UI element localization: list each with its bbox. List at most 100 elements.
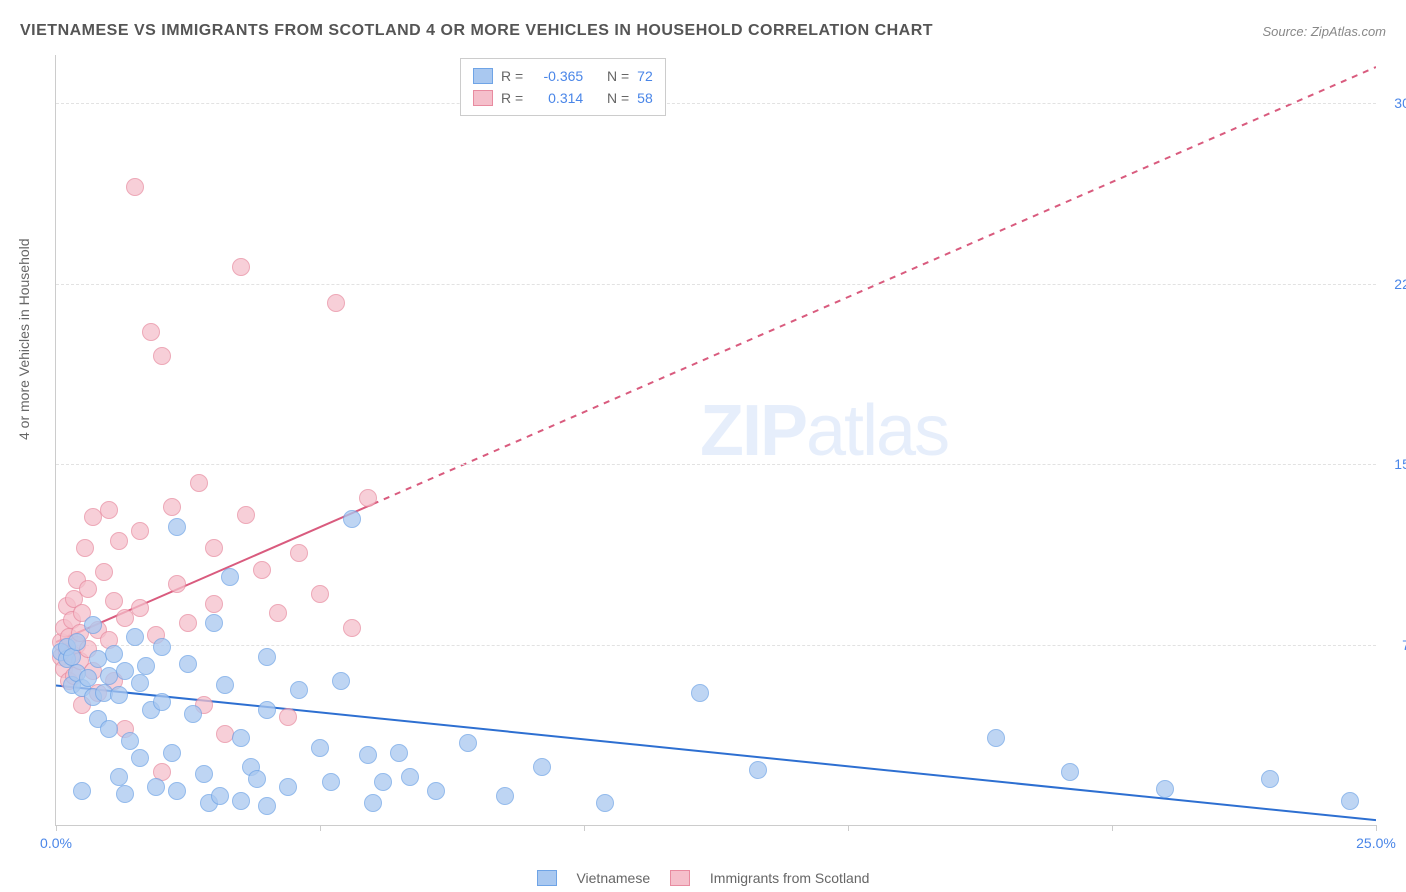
data-point-blue (232, 729, 250, 747)
data-point-pink (190, 474, 208, 492)
r-value-pink: 0.314 (531, 87, 583, 109)
n-label: N = (607, 65, 629, 87)
data-point-blue (1061, 763, 1079, 781)
legend-row-pink: R = 0.314 N = 58 (473, 87, 653, 109)
y-tick-label: 7.5% (1384, 637, 1406, 653)
x-tick-mark (848, 825, 849, 831)
data-point-blue (216, 676, 234, 694)
data-point-pink (311, 585, 329, 603)
data-point-blue (110, 768, 128, 786)
data-point-blue (390, 744, 408, 762)
series-label-pink: Immigrants from Scotland (710, 870, 870, 886)
data-point-blue (73, 782, 91, 800)
data-point-blue (211, 787, 229, 805)
data-point-blue (221, 568, 239, 586)
data-point-blue (1156, 780, 1174, 798)
legend-series: Vietnamese Immigrants from Scotland (0, 869, 1406, 886)
data-point-pink (279, 708, 297, 726)
y-tick-label: 15.0% (1384, 456, 1406, 472)
data-point-pink (142, 323, 160, 341)
swatch-pink-icon (670, 870, 690, 886)
x-tick-mark (1376, 825, 1377, 831)
data-point-blue (179, 655, 197, 673)
data-point-blue (496, 787, 514, 805)
data-point-blue (459, 734, 477, 752)
data-point-pink (232, 258, 250, 276)
data-point-pink (163, 498, 181, 516)
y-tick-label: 30.0% (1384, 95, 1406, 111)
data-point-pink (237, 506, 255, 524)
gridline-h (56, 645, 1376, 646)
data-point-blue (374, 773, 392, 791)
data-point-blue (279, 778, 297, 796)
n-value-blue: 72 (637, 65, 653, 87)
data-point-blue (248, 770, 266, 788)
data-point-blue (332, 672, 350, 690)
x-tick-mark (584, 825, 585, 831)
data-point-pink (359, 489, 377, 507)
x-tick-mark (1112, 825, 1113, 831)
data-point-blue (533, 758, 551, 776)
data-point-pink (100, 501, 118, 519)
data-point-pink (253, 561, 271, 579)
data-point-blue (343, 510, 361, 528)
data-point-pink (327, 294, 345, 312)
data-point-blue (322, 773, 340, 791)
swatch-pink-icon (473, 90, 493, 106)
data-point-blue (153, 693, 171, 711)
data-point-blue (131, 674, 149, 692)
data-point-blue (258, 701, 276, 719)
data-point-blue (116, 662, 134, 680)
source-label: Source: ZipAtlas.com (1262, 24, 1386, 39)
data-point-blue (987, 729, 1005, 747)
data-point-blue (100, 720, 118, 738)
x-tick-label: 25.0% (1356, 835, 1396, 851)
n-value-pink: 58 (637, 87, 653, 109)
x-tick-label: 0.0% (40, 835, 72, 851)
data-point-blue (749, 761, 767, 779)
y-axis-label: 4 or more Vehicles in Household (16, 238, 32, 440)
data-point-blue (126, 628, 144, 646)
r-label: R = (501, 87, 523, 109)
data-point-blue (163, 744, 181, 762)
data-point-blue (596, 794, 614, 812)
data-point-blue (1261, 770, 1279, 788)
data-point-pink (76, 539, 94, 557)
data-point-pink (116, 609, 134, 627)
swatch-blue-icon (537, 870, 557, 886)
data-point-pink (110, 532, 128, 550)
y-tick-label: 22.5% (1384, 276, 1406, 292)
legend-stats: R = -0.365 N = 72 R = 0.314 N = 58 (460, 58, 666, 116)
data-point-pink (131, 599, 149, 617)
n-label: N = (607, 87, 629, 109)
data-point-blue (68, 633, 86, 651)
r-label: R = (501, 65, 523, 87)
data-point-blue (290, 681, 308, 699)
data-point-pink (79, 580, 97, 598)
data-point-blue (311, 739, 329, 757)
data-point-blue (84, 616, 102, 634)
data-point-blue (258, 648, 276, 666)
data-point-blue (258, 797, 276, 815)
data-point-pink (131, 522, 149, 540)
data-point-blue (121, 732, 139, 750)
chart-title: VIETNAMESE VS IMMIGRANTS FROM SCOTLAND 4… (20, 22, 933, 40)
legend-row-blue: R = -0.365 N = 72 (473, 65, 653, 87)
gridline-h (56, 464, 1376, 465)
data-point-blue (153, 638, 171, 656)
data-point-pink (179, 614, 197, 632)
regression-lines (56, 55, 1376, 825)
gridline-h (56, 284, 1376, 285)
data-point-blue (147, 778, 165, 796)
data-point-pink (95, 563, 113, 581)
data-point-blue (205, 614, 223, 632)
data-point-pink (343, 619, 361, 637)
data-point-pink (105, 592, 123, 610)
r-value-blue: -0.365 (531, 65, 583, 87)
data-point-blue (168, 782, 186, 800)
data-point-blue (168, 518, 186, 536)
data-point-pink (168, 575, 186, 593)
gridline-h (56, 103, 1376, 104)
data-point-blue (691, 684, 709, 702)
data-point-blue (110, 686, 128, 704)
